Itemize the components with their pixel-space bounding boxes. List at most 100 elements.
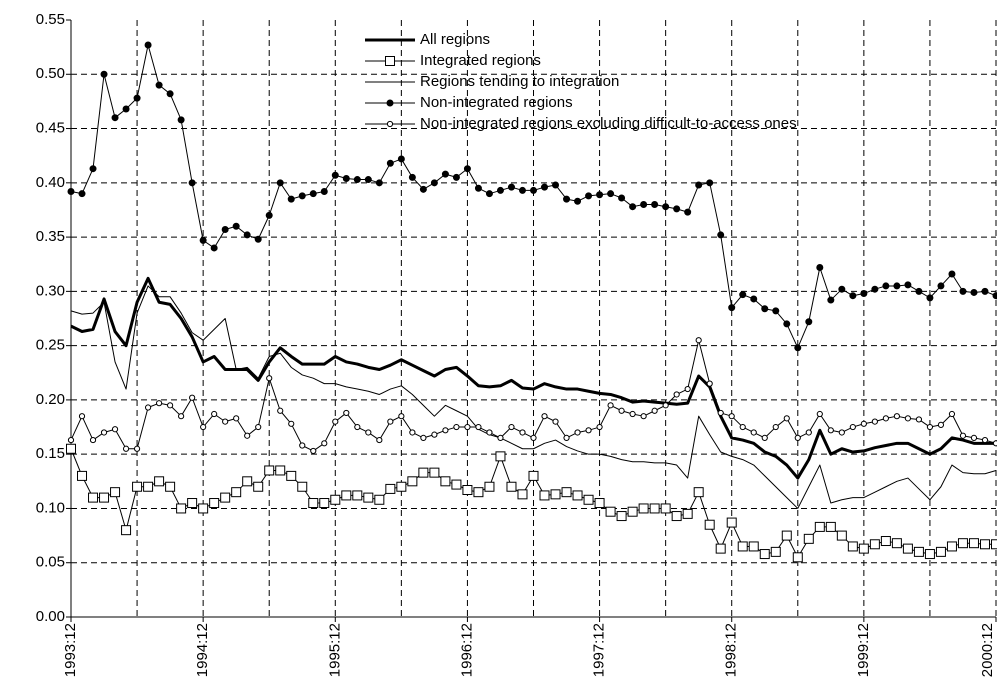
x-tick-label: 1995:12	[326, 623, 343, 677]
marker	[816, 410, 823, 418]
marker	[946, 541, 957, 552]
marker	[957, 538, 968, 549]
marker	[902, 543, 913, 554]
marker	[706, 179, 714, 187]
marker	[299, 442, 306, 449]
marker	[133, 94, 141, 102]
marker	[970, 288, 978, 296]
marker	[783, 320, 791, 328]
marker	[508, 423, 515, 431]
marker	[243, 231, 251, 239]
marker	[408, 173, 416, 181]
legend-label: Non-integrated regions excluding difficu…	[420, 115, 797, 132]
marker	[618, 407, 625, 414]
y-tick-label: 0.20	[36, 391, 65, 408]
marker	[287, 195, 295, 203]
marker	[398, 413, 405, 420]
marker	[244, 432, 251, 439]
marker	[684, 208, 692, 216]
marker	[121, 525, 132, 536]
marker	[640, 413, 647, 420]
marker	[893, 282, 901, 290]
marker	[67, 436, 75, 444]
marker	[970, 434, 978, 441]
marker	[242, 476, 253, 487]
marker	[561, 487, 572, 498]
marker	[596, 423, 603, 431]
marker	[132, 481, 143, 492]
marker	[485, 190, 493, 198]
marker	[858, 543, 869, 554]
marker	[177, 116, 185, 124]
x-tick-label: 1999:12	[855, 623, 872, 677]
marker	[748, 541, 759, 552]
y-tick-label: 0.35	[36, 228, 65, 245]
marker	[363, 492, 374, 503]
marker	[805, 429, 812, 436]
marker	[891, 538, 902, 549]
marker	[530, 434, 537, 441]
marker	[715, 543, 726, 554]
marker	[706, 380, 713, 387]
marker	[739, 423, 746, 431]
marker	[737, 541, 748, 552]
marker	[319, 498, 330, 509]
marker	[254, 235, 262, 243]
marker	[759, 549, 770, 560]
marker	[155, 400, 163, 407]
marker	[948, 410, 956, 418]
marker	[651, 407, 658, 414]
marker	[484, 481, 495, 492]
marker	[594, 498, 605, 509]
marker	[860, 290, 868, 298]
marker	[882, 282, 890, 290]
y-tick-label: 0.30	[36, 282, 65, 299]
marker	[816, 263, 824, 271]
marker	[321, 440, 328, 447]
marker	[320, 188, 328, 196]
marker	[67, 188, 75, 196]
marker	[210, 244, 218, 252]
marker	[187, 498, 198, 509]
marker	[959, 287, 967, 295]
marker	[440, 476, 451, 487]
marker	[374, 494, 385, 505]
marker	[629, 203, 637, 211]
legend-label: Non-integrated regions	[420, 94, 573, 111]
marker	[825, 521, 836, 532]
y-tick-label: 0.05	[36, 554, 65, 571]
x-tick-label: 1997:12	[591, 623, 608, 677]
marker	[518, 186, 526, 194]
marker	[607, 402, 614, 409]
marker	[585, 192, 593, 200]
marker	[486, 429, 493, 436]
marker	[418, 467, 429, 478]
marker	[913, 546, 924, 557]
marker	[904, 415, 912, 422]
y-tick-label: 0.25	[36, 337, 65, 354]
marker	[332, 418, 339, 425]
y-tick-label: 0.00	[36, 608, 65, 625]
marker	[420, 434, 427, 441]
legend-label: All regions	[420, 31, 490, 48]
series-line	[70, 285, 997, 509]
marker	[968, 538, 979, 549]
marker	[385, 483, 396, 494]
marker	[585, 427, 592, 434]
marker	[869, 539, 880, 550]
marker	[695, 181, 703, 189]
marker	[308, 498, 319, 509]
marker	[352, 490, 363, 501]
marker	[110, 487, 121, 498]
marker	[673, 391, 680, 398]
marker	[375, 179, 383, 187]
marker	[441, 170, 449, 178]
marker	[871, 285, 879, 293]
x-tick-label: 1993:12	[62, 623, 79, 677]
marker	[959, 432, 967, 439]
marker	[232, 222, 240, 230]
marker	[397, 155, 405, 163]
marker	[419, 185, 427, 193]
marker	[530, 186, 537, 194]
marker	[376, 436, 383, 444]
